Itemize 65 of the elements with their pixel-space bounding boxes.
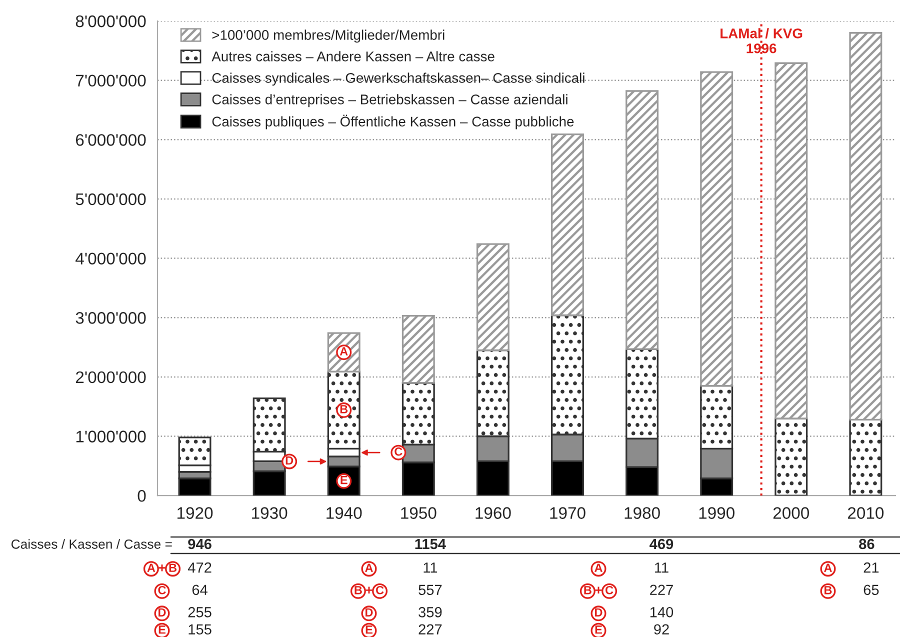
text: 11 [424, 562, 438, 573]
annotation: C [394, 447, 402, 456]
text: E [366, 626, 372, 634]
text: 11 [655, 562, 668, 573]
x-tick-label: 1920 [178, 507, 213, 519]
x-tick-label: 1960 [476, 507, 511, 519]
text: 469 [650, 538, 674, 550]
text: E [595, 626, 602, 634]
x-tick-label: 2010 [848, 507, 884, 519]
y-tick-label: 4'000'000 [76, 252, 146, 265]
y-tick-label: 0 [138, 490, 146, 502]
legend-label: Caisses syndicales – Gewerkschaftskassen– Casse sindicali [212, 72, 584, 86]
text: 155 [188, 624, 212, 635]
text: A [594, 564, 602, 572]
y-tick-label: 5'000'000 [76, 193, 146, 206]
y-tick-label: 3'000'000 [76, 312, 146, 324]
text: 255 [188, 607, 212, 618]
text: D [158, 608, 166, 616]
text: 227 [650, 584, 673, 595]
y-tick-label: 6'000'000 [76, 134, 146, 146]
legend-label: Autres caisses – Andere Kassen – Altre casse [212, 51, 494, 62]
x-tick-label: 1930 [252, 507, 288, 519]
text: Caisses / Kassen / Casse = [11, 539, 172, 549]
x-tick-label: 2000 [773, 507, 810, 519]
annotation: A [340, 347, 348, 356]
y-tick-label: 8'000'000 [76, 15, 146, 28]
x-tick-label: 1950 [401, 507, 436, 519]
text: 472 [188, 562, 212, 573]
text: D [595, 608, 602, 616]
y-tick-label: 7'000'000 [76, 74, 146, 87]
text: 946 [188, 538, 212, 550]
annotation: B [340, 405, 348, 414]
y-tick-label: 2'000'000 [76, 371, 146, 384]
text: B+C [584, 586, 614, 594]
text: 92 [654, 624, 669, 635]
text: 359 [418, 607, 442, 618]
text: A+B [147, 564, 177, 572]
legend-label: Caisses d’entreprises – Betriebskassen – Casse aziendali [212, 94, 568, 108]
text: B+C [354, 586, 384, 594]
annotation: D [286, 456, 294, 465]
text: 1154 [415, 539, 446, 550]
y-tick-label: 1'000'000 [76, 430, 146, 442]
text: 86 [859, 538, 874, 550]
text: 65 [864, 584, 879, 596]
text: C [158, 586, 166, 594]
x-tick-label: 1980 [624, 507, 660, 519]
text: A [365, 564, 373, 572]
annotation: E [340, 476, 348, 484]
text: 64 [192, 584, 208, 596]
text: 557 [418, 584, 442, 596]
legend-label: >100’000 membres/Mitglieder/Membri [212, 30, 444, 43]
bar [849, 418, 882, 496]
legend-label: Caisses publiques – Öffentliche Kassen – Casse pubbliche [212, 114, 574, 130]
text: A [824, 564, 832, 572]
x-tick-label: 1970 [550, 507, 586, 519]
x-tick-label: 1940 [326, 507, 362, 519]
text: E [158, 626, 166, 634]
x-tick-label: 1990 [699, 507, 734, 519]
text: B [824, 586, 832, 594]
text: D [366, 608, 373, 616]
ref-line-label: LAMal / KVG 1996 [720, 28, 802, 54]
text: 21 [864, 562, 879, 573]
bar [774, 418, 808, 496]
text: 140 [650, 607, 674, 618]
text: 227 [418, 624, 442, 634]
